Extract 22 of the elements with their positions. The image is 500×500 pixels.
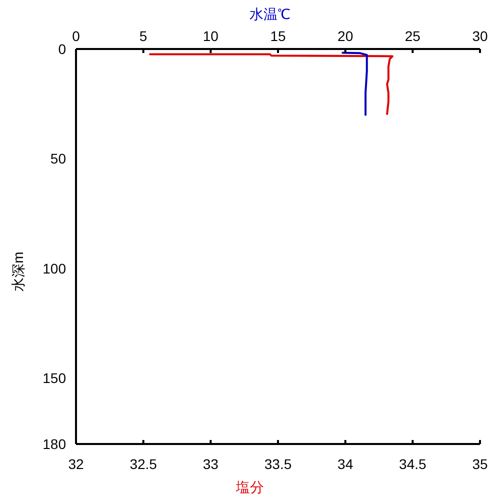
x2-tick-label: 20 <box>338 28 354 44</box>
x2-tick-label: 10 <box>202 28 219 44</box>
y-tick-label: 50 <box>50 150 66 167</box>
x-tick-label: 33 <box>202 456 219 472</box>
x-tick-label: 33.5 <box>264 456 292 472</box>
x-tick-label: 32 <box>68 456 84 472</box>
y-tick-label: 180 <box>42 436 66 452</box>
x2-tick-label: 0 <box>72 28 80 44</box>
x-tick-label: 35 <box>472 456 488 472</box>
x-tick-label: 32.5 <box>130 456 158 472</box>
y-axis-title: 水深m <box>10 252 26 292</box>
y-tick-label: 100 <box>42 260 66 276</box>
x-tick-label: 34.5 <box>399 456 427 472</box>
x-tick-label: 34 <box>338 456 354 472</box>
y-tick-label: 150 <box>42 370 66 386</box>
x2-tick-label: 25 <box>404 28 421 44</box>
x2-axis-title: 水温℃ <box>250 6 290 22</box>
x2-tick-label: 5 <box>139 28 148 44</box>
x2-tick-label: 30 <box>472 28 488 44</box>
x2-tick-label: 15 <box>270 28 286 44</box>
y-tick-label: 0 <box>58 41 66 57</box>
x-axis-title: 塩分 <box>235 479 264 495</box>
